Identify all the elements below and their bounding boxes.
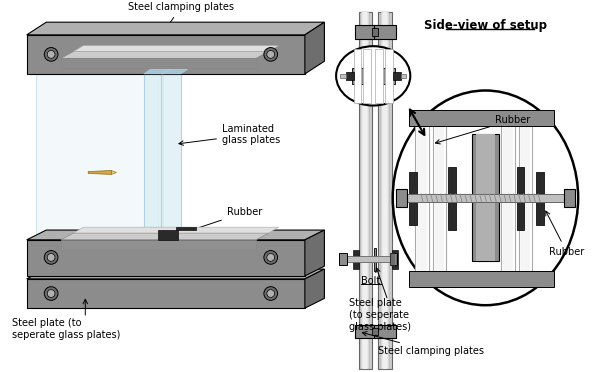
Bar (409, 271, 554, 287)
Ellipse shape (336, 46, 410, 106)
Bar (563, 189, 575, 206)
Bar (353, 48, 361, 103)
Bar (395, 189, 407, 206)
Polygon shape (88, 170, 112, 174)
Bar (374, 248, 376, 271)
Bar (501, 110, 515, 286)
Bar (346, 72, 353, 80)
Bar (433, 110, 446, 286)
Polygon shape (161, 74, 181, 237)
Bar (340, 74, 346, 78)
Bar (392, 250, 398, 269)
Bar (472, 134, 499, 261)
Bar (372, 328, 378, 336)
Bar (364, 48, 371, 103)
Bar (355, 325, 376, 339)
Ellipse shape (393, 90, 578, 305)
Bar (364, 12, 367, 369)
Bar (353, 250, 359, 269)
Polygon shape (37, 68, 168, 74)
Bar (417, 110, 427, 286)
Bar (409, 171, 417, 225)
Bar (390, 253, 397, 265)
Bar (518, 110, 532, 286)
Circle shape (267, 51, 275, 58)
Polygon shape (74, 46, 278, 51)
Text: Rubber: Rubber (436, 115, 530, 144)
Polygon shape (74, 227, 278, 233)
Text: Rubber: Rubber (546, 211, 584, 257)
Bar (434, 110, 445, 286)
Bar (476, 134, 495, 261)
Bar (385, 48, 393, 103)
Circle shape (267, 290, 275, 297)
Bar (409, 110, 554, 126)
Bar (352, 68, 369, 84)
Polygon shape (305, 22, 325, 74)
Bar (407, 194, 563, 202)
Text: Laminated
glass plates: Laminated glass plates (179, 124, 280, 145)
Circle shape (44, 251, 58, 264)
Circle shape (47, 253, 55, 261)
Text: Side-view of setup: Side-view of setup (424, 19, 547, 32)
Text: Steel clamping plates: Steel clamping plates (128, 3, 234, 29)
Bar (393, 72, 401, 80)
Polygon shape (27, 269, 325, 279)
Polygon shape (144, 74, 163, 237)
Polygon shape (305, 230, 325, 276)
Polygon shape (37, 74, 158, 237)
Polygon shape (27, 230, 325, 240)
Polygon shape (27, 279, 305, 308)
Polygon shape (112, 170, 116, 174)
Polygon shape (61, 233, 269, 240)
Bar (347, 256, 390, 262)
Bar (448, 167, 456, 230)
Circle shape (44, 48, 58, 61)
Bar (415, 110, 429, 286)
Bar (383, 12, 387, 369)
Polygon shape (158, 230, 178, 240)
Text: Steel plate (to
seperate glass plates): Steel plate (to seperate glass plates) (12, 318, 121, 340)
Bar (374, 25, 395, 39)
Polygon shape (27, 35, 305, 74)
Polygon shape (61, 51, 269, 58)
Bar (536, 171, 544, 225)
Bar (374, 325, 395, 339)
Bar (378, 12, 392, 369)
Text: Steel plate
(to seperate
glass plates): Steel plate (to seperate glass plates) (349, 298, 411, 331)
Circle shape (47, 51, 55, 58)
Polygon shape (27, 22, 325, 35)
Bar (503, 110, 513, 286)
Polygon shape (144, 69, 170, 74)
Circle shape (267, 253, 275, 261)
Bar (359, 12, 372, 369)
Text: Rubber: Rubber (175, 208, 262, 236)
Bar (517, 167, 524, 230)
Bar (355, 25, 376, 39)
Bar (377, 68, 395, 84)
Circle shape (264, 287, 278, 300)
Circle shape (264, 48, 278, 61)
Polygon shape (176, 227, 196, 230)
Polygon shape (61, 58, 256, 68)
Bar (401, 74, 406, 78)
Bar (372, 28, 378, 36)
Bar (361, 12, 369, 369)
Polygon shape (27, 240, 305, 276)
Bar (375, 48, 383, 103)
Text: Bolt: Bolt (361, 276, 381, 286)
Circle shape (44, 287, 58, 300)
Polygon shape (61, 240, 256, 250)
Circle shape (264, 251, 278, 264)
Bar (339, 253, 347, 265)
Bar (521, 110, 530, 286)
Polygon shape (305, 269, 325, 308)
Text: Steel clamping plates: Steel clamping plates (362, 331, 484, 356)
Circle shape (47, 290, 55, 297)
Polygon shape (161, 69, 188, 74)
Bar (381, 12, 389, 369)
